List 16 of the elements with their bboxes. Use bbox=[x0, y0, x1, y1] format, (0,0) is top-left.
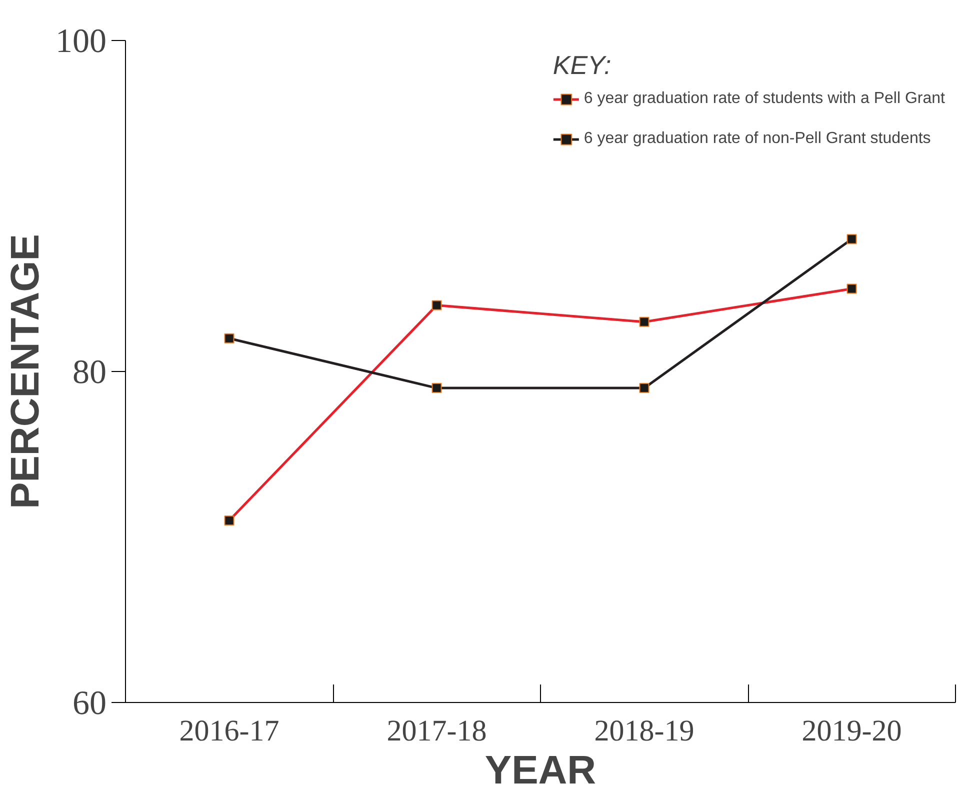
y-axis-title: PERCENTAGE bbox=[4, 234, 48, 509]
x-tick-label: 2016-17 bbox=[179, 714, 280, 748]
legend-label: 6 year graduation rate of students with a Pell Grant bbox=[584, 90, 945, 108]
point bbox=[639, 383, 650, 394]
x-tick-label: 2018-19 bbox=[594, 714, 694, 748]
point bbox=[432, 383, 442, 394]
y-tick-label: 60 bbox=[72, 685, 106, 722]
y-tick-label: 80 bbox=[72, 354, 106, 391]
legend-title: KEY: bbox=[552, 50, 612, 81]
x-tick-label: 2019-20 bbox=[802, 714, 902, 748]
y-tick-label: 100 bbox=[56, 23, 106, 60]
point bbox=[224, 333, 234, 344]
x-axis-title: YEAR bbox=[484, 748, 596, 792]
x-tick-label: 2017-18 bbox=[386, 714, 487, 748]
legend-label: 6 year graduation rate of non-Pell Grant students bbox=[584, 130, 931, 148]
point bbox=[846, 234, 857, 244]
